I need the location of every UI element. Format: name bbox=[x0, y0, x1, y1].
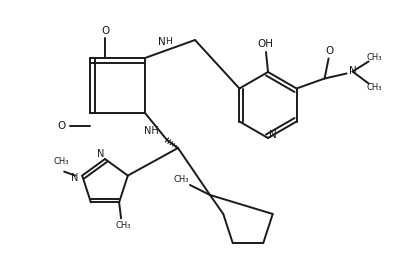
Text: O: O bbox=[58, 121, 66, 131]
Text: CH₃: CH₃ bbox=[54, 157, 69, 166]
Text: N: N bbox=[97, 149, 105, 159]
Text: H: H bbox=[165, 37, 172, 46]
Text: NH: NH bbox=[144, 126, 158, 136]
Text: OH: OH bbox=[257, 39, 273, 49]
Text: N: N bbox=[71, 173, 79, 183]
Text: N: N bbox=[269, 130, 277, 140]
Text: CH₃: CH₃ bbox=[173, 176, 189, 185]
Text: N: N bbox=[158, 37, 166, 47]
Text: N: N bbox=[349, 67, 357, 77]
Text: O: O bbox=[102, 26, 110, 36]
Text: CH₃: CH₃ bbox=[367, 53, 382, 62]
Text: CH₃: CH₃ bbox=[115, 221, 131, 230]
Text: O: O bbox=[325, 45, 334, 55]
Text: CH₃: CH₃ bbox=[367, 83, 382, 92]
